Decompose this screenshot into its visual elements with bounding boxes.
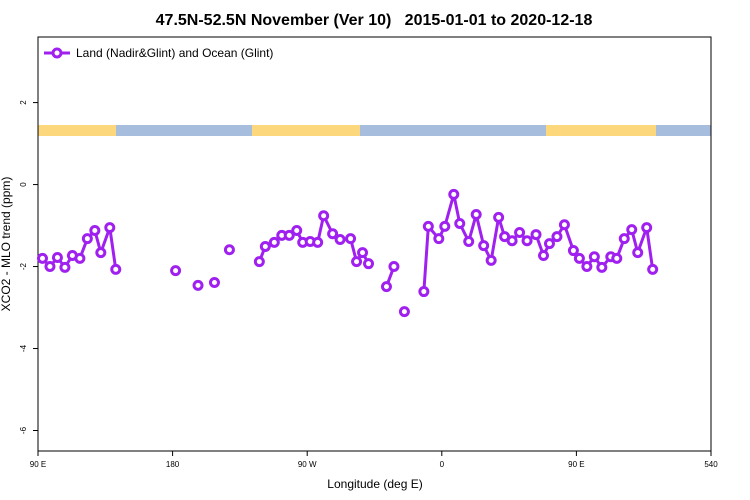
data-point bbox=[439, 220, 451, 232]
data-point bbox=[89, 224, 101, 236]
chart-title: 47.5N-52.5N November (Ver 10) 2015-01-01… bbox=[156, 12, 593, 29]
x-axis-label: Longitude (deg E) bbox=[327, 477, 422, 491]
data-point bbox=[647, 263, 659, 275]
land-ocean-strip bbox=[38, 125, 711, 136]
data-point bbox=[567, 245, 579, 257]
data-point bbox=[448, 188, 460, 200]
x-tick-label: 90 W bbox=[298, 460, 317, 469]
data-point bbox=[253, 256, 265, 268]
x-tick-label: 90 E bbox=[30, 460, 46, 469]
data-point bbox=[521, 235, 533, 247]
legend-marker bbox=[51, 47, 63, 59]
data-point bbox=[81, 233, 93, 245]
data-point bbox=[641, 222, 653, 234]
data-point bbox=[618, 233, 630, 245]
data-point bbox=[398, 306, 410, 318]
data-point bbox=[388, 261, 400, 273]
data-point bbox=[312, 236, 324, 248]
plot-frame bbox=[37, 36, 712, 452]
data-point bbox=[463, 236, 475, 248]
y-tick-label: -2 bbox=[19, 262, 28, 270]
x-tick-label: 180 bbox=[166, 460, 180, 469]
legend-label: Land (Nadir&Glint) and Ocean (Glint) bbox=[76, 46, 273, 60]
data-point bbox=[208, 277, 220, 289]
land-band bbox=[546, 125, 656, 136]
data-point bbox=[573, 252, 585, 264]
data-point bbox=[581, 261, 593, 273]
data-point bbox=[626, 224, 638, 236]
y-tick-label: 0 bbox=[19, 182, 28, 187]
data-point bbox=[283, 229, 295, 241]
data-point bbox=[433, 233, 445, 245]
data-point bbox=[223, 244, 235, 256]
data-point bbox=[530, 229, 542, 241]
data-point bbox=[318, 210, 330, 222]
data-point bbox=[327, 228, 339, 240]
data-point bbox=[351, 256, 363, 268]
y-tick-label: -6 bbox=[19, 426, 28, 434]
data-point bbox=[422, 220, 434, 232]
data-point bbox=[588, 251, 600, 263]
data-point bbox=[170, 265, 182, 277]
data-point bbox=[44, 261, 56, 273]
data-point bbox=[551, 231, 563, 243]
data-point bbox=[192, 279, 204, 291]
data-point bbox=[104, 222, 116, 234]
data-point bbox=[363, 258, 375, 270]
data-point bbox=[558, 219, 570, 231]
data-point bbox=[345, 233, 357, 245]
data-point bbox=[454, 218, 466, 230]
y-tick-label: -4 bbox=[19, 344, 28, 352]
data-point bbox=[95, 247, 107, 259]
x-tick-label: 90 E bbox=[568, 460, 584, 469]
data-point bbox=[357, 247, 369, 259]
land-band bbox=[38, 125, 116, 136]
data-point bbox=[36, 252, 48, 264]
data-point bbox=[268, 236, 280, 248]
ocean-band bbox=[38, 125, 711, 136]
data-point bbox=[291, 224, 303, 236]
data-point bbox=[259, 240, 271, 252]
data-point bbox=[514, 227, 526, 239]
data-point bbox=[470, 208, 482, 220]
data-point bbox=[51, 252, 63, 264]
data-point bbox=[632, 247, 644, 259]
x-tick-label: 540 bbox=[704, 460, 718, 469]
data-point bbox=[611, 252, 623, 264]
data-point bbox=[493, 211, 505, 223]
data-point bbox=[506, 235, 518, 247]
data-point bbox=[485, 254, 497, 266]
land-band bbox=[252, 125, 360, 136]
y-tick-label: 2 bbox=[19, 100, 28, 105]
data-point bbox=[418, 286, 430, 298]
data-point bbox=[537, 249, 549, 261]
x-tick-label: 0 bbox=[440, 460, 445, 469]
data-point bbox=[478, 240, 490, 252]
data-point bbox=[596, 261, 608, 273]
data-point bbox=[110, 263, 122, 275]
data-point bbox=[543, 238, 555, 250]
data-point bbox=[74, 252, 86, 264]
y-axis-label: XCO2 - MLO trend (ppm) bbox=[0, 177, 13, 312]
data-point bbox=[59, 261, 71, 273]
data-point bbox=[380, 281, 392, 293]
data-point bbox=[334, 233, 346, 245]
